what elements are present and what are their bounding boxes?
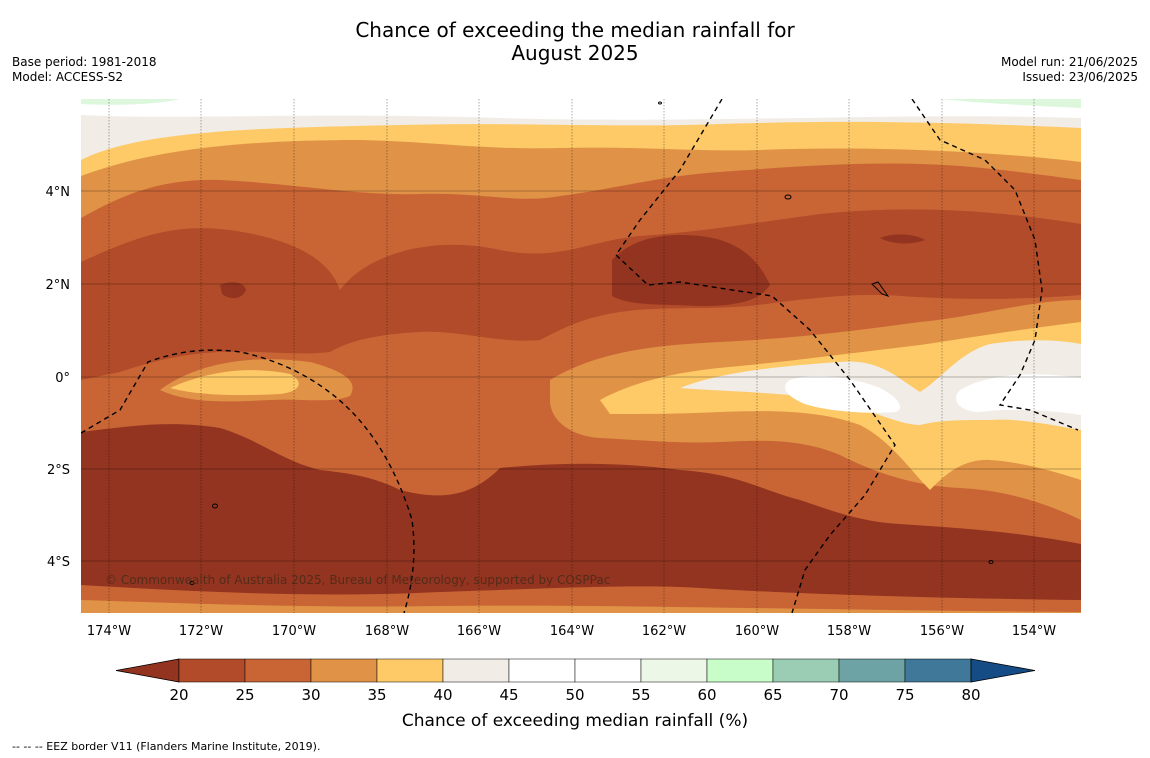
- model-name: Model: ACCESS-S2: [12, 70, 124, 84]
- colorbar-swatch: [706, 658, 774, 683]
- colorbar-swatch: [772, 658, 840, 683]
- colorbar-title: Chance of exceeding median rainfall (%): [402, 711, 748, 731]
- colorbar-tick-label: 65: [763, 686, 782, 704]
- lon-label: 170°W: [272, 624, 316, 639]
- title-line-2: August 2025: [511, 41, 639, 65]
- base-period: Base period: 1981-2018: [12, 55, 157, 69]
- colorbar-swatch: [442, 658, 510, 683]
- island-3: [189, 581, 195, 585]
- band-55-60-top-left: [81, 99, 180, 105]
- model-run: Model run: 21/06/2025: [1000, 55, 1138, 69]
- metadata-right: Model run: 21/06/2025 Issued: 23/06/2025: [1001, 55, 1138, 85]
- colorbar-tick-label: 60: [697, 686, 716, 704]
- island-4: [988, 560, 994, 564]
- colorbar-tick-label: 80: [961, 686, 980, 704]
- band-50-55-far-east: [956, 374, 1081, 415]
- band-15-20-small-patch: [880, 234, 925, 244]
- band-15-20-north-patch: [612, 235, 770, 306]
- lon-label: 168°W: [365, 624, 409, 639]
- colorbar-swatch: [310, 658, 378, 683]
- lon-label: 164°W: [550, 624, 594, 639]
- colorbar-tick-label: 40: [433, 686, 452, 704]
- eez-border-central: [615, 99, 896, 613]
- rainfall-probability-field: [81, 99, 1081, 613]
- lon-label: 162°W: [642, 624, 686, 639]
- lat-label: 2°S: [47, 463, 70, 478]
- band-55-60-top-right: [940, 99, 1081, 108]
- colorbar: 20 25 30 35 40 45 50 55 60 65 70 75 80: [115, 658, 1036, 704]
- island-1: [784, 194, 792, 200]
- colorbar-tick-label: 20: [169, 686, 188, 704]
- island-5: [658, 101, 662, 105]
- title-line-1: Chance of exceeding the median rainfall …: [355, 18, 795, 42]
- lat-label: 2°N: [46, 278, 71, 293]
- colorbar-tick-label: 35: [367, 686, 386, 704]
- colorbar-extend-high: [970, 658, 1036, 683]
- colorbar-tick-label: 70: [829, 686, 848, 704]
- issued-date: Issued: 23/06/2025: [1022, 70, 1138, 84]
- map-figure: © Commonwealth of Australia 2025, Bureau…: [46, 99, 1081, 731]
- colorbar-swatch: [574, 658, 642, 683]
- band-50-55-east: [785, 375, 900, 413]
- colorbar-tick-label: 25: [235, 686, 254, 704]
- map-gridlines: [81, 190, 1081, 562]
- band-15-20-west-patch: [220, 282, 246, 299]
- colorbar-swatch: [178, 658, 246, 683]
- island-kiritimati: [871, 281, 890, 297]
- lon-label: 154°W: [1012, 624, 1056, 639]
- lon-label: 160°W: [735, 624, 779, 639]
- island-2: [212, 503, 218, 509]
- lon-label: 172°W: [179, 624, 223, 639]
- colorbar-tick-label: 75: [895, 686, 914, 704]
- lat-label: 4°S: [47, 555, 70, 570]
- lon-label: 166°W: [457, 624, 501, 639]
- eez-border-east: [911, 99, 1079, 431]
- colorbar-swatch: [244, 658, 312, 683]
- colorbar-tick-label: 45: [499, 686, 518, 704]
- band-25-30-bottom: [81, 585, 1081, 613]
- colorbar-swatch: [376, 658, 444, 683]
- map-title: Chance of exceeding the median rainfall …: [0, 19, 1150, 65]
- colorbar-swatch: [508, 658, 576, 683]
- colorbar-tick-label: 55: [631, 686, 650, 704]
- band-20-25: [81, 209, 1081, 613]
- copyright-notice: © Commonwealth of Australia 2025, Bureau…: [105, 573, 610, 587]
- colorbar-tick-label: 30: [301, 686, 320, 704]
- band-50-55-top: [81, 99, 1081, 120]
- colorbar-tick-label: 50: [565, 686, 584, 704]
- metadata-left: Base period: 1981-2018 Model: ACCESS-S2: [12, 55, 157, 85]
- lon-label: 158°W: [827, 624, 871, 639]
- band-30-35-bottom: [81, 600, 1081, 613]
- colorbar-swatch: [640, 658, 708, 683]
- lon-label: 174°W: [87, 624, 131, 639]
- longitude-labels: 174°W 172°W 170°W 168°W 166°W 164°W 162°…: [87, 624, 1056, 639]
- lat-label: 4°N: [46, 185, 71, 200]
- lat-label: 0°: [55, 371, 70, 386]
- latitude-labels: 4°N 2°N 0° 2°S 4°S: [46, 185, 71, 570]
- band-35-40-south-west: [170, 370, 299, 396]
- eez-legend-note: -- -- -- EEZ border V11 (Flanders Marine…: [12, 740, 321, 753]
- islands: [189, 101, 994, 585]
- band-15-20-south: [81, 424, 1081, 613]
- eez-borders: [81, 99, 1079, 613]
- colorbar-swatch: [904, 658, 972, 683]
- colorbar-swatch: [838, 658, 906, 683]
- colorbar-extend-low: [115, 658, 180, 683]
- lon-label: 156°W: [920, 624, 964, 639]
